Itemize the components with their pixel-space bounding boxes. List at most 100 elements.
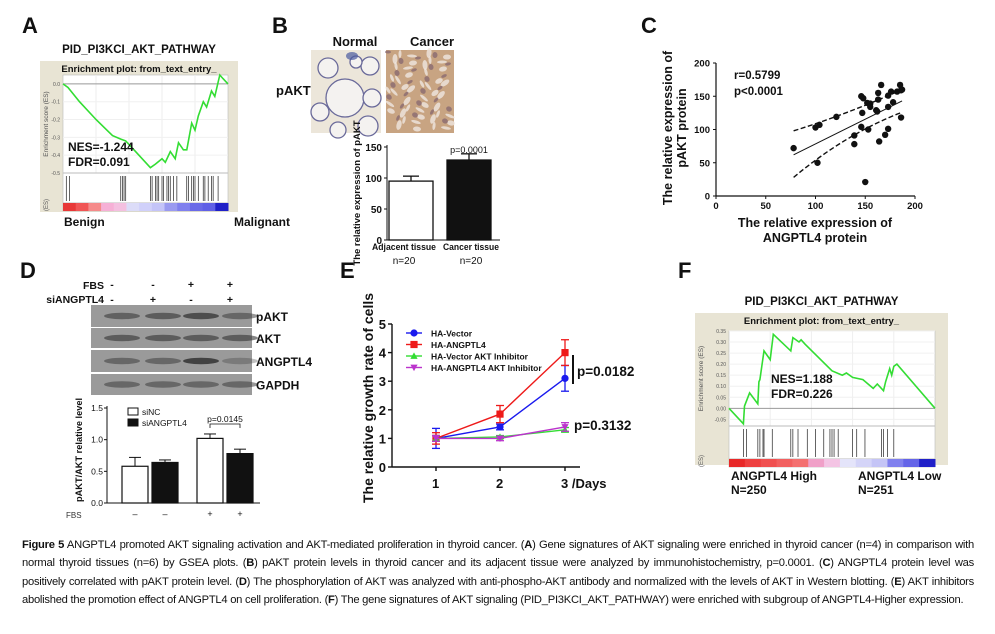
column-label-normal: Normal	[333, 34, 378, 49]
y-tick-label: -0.5	[51, 171, 60, 177]
rank-color-segment	[887, 459, 904, 467]
blot-label: AKT	[256, 332, 281, 346]
regression-line	[793, 100, 903, 156]
si-sign: +	[150, 294, 156, 306]
data-point	[851, 140, 858, 148]
rank-color-segment	[919, 459, 936, 467]
bar-sinc	[196, 437, 224, 504]
fbs-sign: -	[110, 279, 114, 291]
y-tick-label: 150	[694, 92, 710, 103]
data-point	[867, 103, 874, 111]
legend-label: HA-Vector AKT Inhibitor	[431, 352, 529, 362]
protein-band	[222, 357, 258, 365]
rank-color-segment	[113, 203, 127, 211]
y-tick-label: 0.05	[716, 395, 726, 401]
data-point	[410, 352, 418, 359]
protein-band	[183, 381, 219, 388]
y-tick-label: 1.5	[91, 403, 103, 413]
blot-label: GAPDH	[256, 379, 299, 393]
x-tick-label: 3 /Days	[561, 476, 607, 491]
panel-label-E: E	[340, 258, 355, 283]
rank-color-segment	[903, 459, 920, 467]
p-value-label: p=0.3132	[574, 418, 631, 433]
caption-bold-run: F	[328, 594, 335, 607]
rank-color-segment	[839, 459, 857, 467]
legend-label: HA-Vector	[431, 329, 473, 339]
gsea-title: PID_PI3KCI_AKT_PATHWAY	[62, 44, 216, 56]
rank-color-segment	[215, 203, 229, 211]
protein-band	[183, 334, 219, 342]
rank-color-segment	[760, 459, 778, 467]
rank-color-segment	[871, 459, 888, 467]
data-point	[561, 424, 569, 431]
fbs-sign: +	[227, 279, 233, 291]
data-point	[496, 410, 504, 418]
ci-upper-band	[793, 88, 903, 132]
fbs-sign: +	[237, 509, 242, 519]
data-point	[790, 144, 797, 152]
sample-size-label: n=20	[460, 256, 483, 267]
rank-color-segment	[808, 459, 825, 467]
protein-band	[222, 381, 258, 388]
benign-label: Benign	[64, 215, 105, 229]
rank-color-segment	[126, 203, 140, 211]
x-tick-label: 2	[496, 476, 503, 491]
data-point	[561, 374, 569, 382]
data-point	[858, 123, 865, 131]
data-point	[561, 349, 569, 357]
panel-label-F: F	[678, 258, 691, 283]
fbs-sign: –	[132, 509, 137, 519]
data-point	[862, 178, 869, 186]
si-sign: -	[189, 294, 193, 306]
ihc-image-cancer	[385, 48, 455, 133]
y-axis-label: The relative expression ofpAKT protein	[661, 50, 689, 205]
y-tick-label: 2	[379, 403, 386, 418]
data-point	[410, 364, 418, 372]
y-tick-label: -0.3	[51, 135, 60, 141]
data-point	[877, 81, 885, 89]
y-tick-label: 0.20	[716, 362, 726, 368]
data-point	[410, 340, 418, 349]
line-chart-E: 0 1 2 3 4 5 1 2 3 /Days The relative growth rate …	[360, 293, 634, 503]
y-tick-label: 0.15	[716, 373, 726, 379]
p-value: p<0.0001	[734, 86, 784, 98]
x-tick-label: 50	[760, 201, 771, 212]
rank-color-segment	[776, 459, 793, 467]
y-tick-label: 200	[694, 59, 710, 70]
x-tick-label: 200	[907, 201, 923, 212]
y-tick-label: 0.25	[716, 351, 726, 357]
low-group-label: ANGPTL4 Low	[858, 469, 942, 483]
fbs-sign: -	[151, 279, 155, 291]
low-group-n: N=251	[858, 483, 894, 497]
panel-label-B: B	[272, 13, 288, 38]
rank-color-segment	[75, 203, 89, 211]
data-point	[865, 126, 872, 133]
y-tick-label: -0.2	[51, 118, 60, 124]
data-point	[874, 89, 882, 97]
enrichment-curve	[728, 332, 936, 426]
y-axis-label-secondary: (ES)	[699, 455, 705, 467]
malignant-label: Malignant	[234, 215, 290, 229]
y-tick-label: 0	[705, 192, 710, 203]
gsea-title: PID_PI3KCI_AKT_PATHWAY	[745, 296, 899, 308]
row-label-fbs: FBS	[83, 280, 104, 292]
protein-band	[183, 312, 219, 320]
y-axis-label-secondary: (ES)	[44, 199, 50, 211]
y-tick-label: 0.30	[716, 340, 726, 346]
data-point	[432, 435, 440, 442]
y-axis-label: The relative expression of pAKT	[352, 120, 363, 265]
y-tick-label: 0.0	[91, 498, 103, 508]
bar-adjacent	[388, 180, 434, 241]
protein-band	[145, 381, 181, 388]
sample-size-label: n=20	[393, 256, 416, 267]
nes-value: NES=1.188	[771, 372, 833, 386]
si-sign: -	[110, 294, 114, 306]
x-tick-label: 0	[713, 201, 718, 212]
blot-label: pAKT	[256, 310, 289, 324]
fbs-sign: –	[162, 509, 167, 519]
gsea-subtitle: Enrichment plot: from_text_entry_	[61, 64, 217, 75]
fbs-sign: +	[207, 509, 212, 519]
y-tick-label: 50	[699, 158, 710, 169]
protein-band	[222, 334, 258, 342]
caption-text-run: ) Gene signatures of AKT signaling were …	[22, 539, 974, 570]
